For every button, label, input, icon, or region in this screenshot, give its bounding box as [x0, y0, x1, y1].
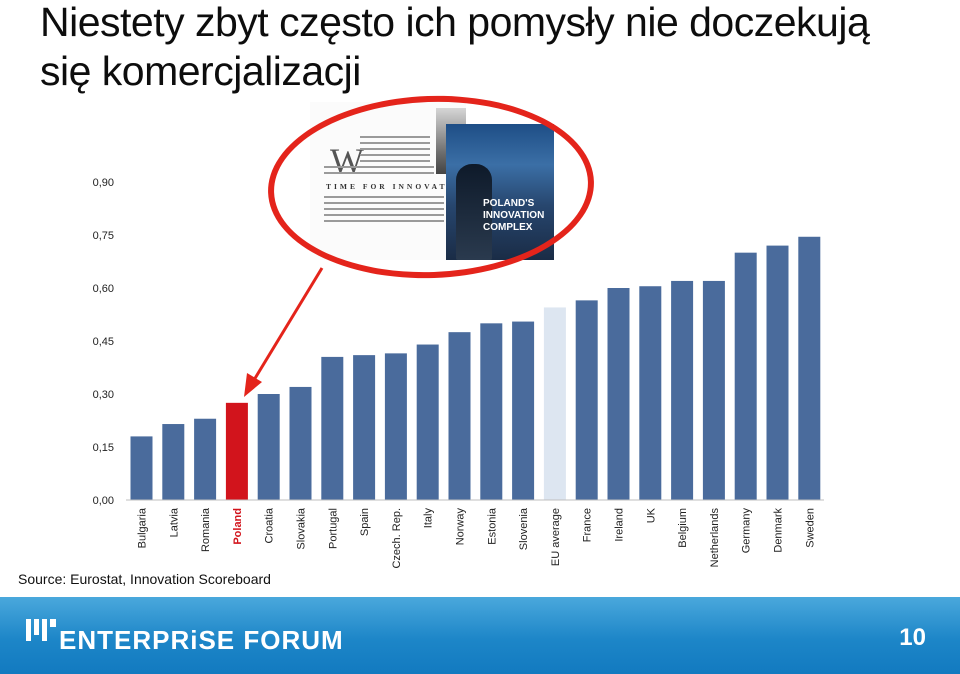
bar-croatia	[257, 394, 280, 500]
x-tick-label: Germany	[741, 508, 753, 554]
bar-chart: 0,00 0,15 0,30 0,45 0,60 0,75 0,90 Bulgaria Lat…	[93, 177, 824, 569]
x-tick-label: Latvia	[168, 507, 180, 537]
page-number: 10	[899, 624, 926, 651]
x-tick-label: Belgium	[677, 508, 689, 548]
bar-spain	[353, 355, 376, 500]
y-tick-label: 0,30	[93, 389, 114, 401]
x-tick-label: Sweden	[804, 508, 816, 548]
x-tick-label: EU average	[550, 508, 562, 566]
bar-italy	[416, 344, 439, 500]
x-tick-label: Denmark	[773, 508, 785, 553]
footer-bar: ENTERPRiSE FORUM 10	[0, 597, 960, 674]
x-tick-label: Italy	[423, 508, 435, 529]
bar-romania	[194, 418, 217, 500]
x-tick-label: Slovakia	[296, 507, 308, 549]
bar-uk	[639, 286, 662, 500]
bar-netherlands	[702, 280, 725, 500]
article-headline: TIME FOR INNOVATION	[326, 182, 471, 191]
bar-estonia	[480, 323, 503, 500]
person-silhouette	[456, 164, 492, 260]
slide-title: Niestety zbyt często ich pomysły nie doc…	[40, 0, 870, 94]
x-tick-label: Estonia	[486, 507, 498, 545]
y-tick-label: 0,45	[93, 336, 114, 348]
bar-latvia	[162, 424, 185, 500]
article-clipping: W TIME FOR INNOVATION POLAND'S INNOVATIO…	[264, 90, 598, 284]
x-axis-labels: Bulgaria Latvia Romania Poland Croatia Slovak…	[137, 507, 817, 568]
x-tick-label: Slovenia	[518, 507, 530, 550]
bars	[130, 236, 821, 500]
bar-slovakia	[289, 386, 312, 500]
y-tick-label: 0,15	[93, 442, 114, 454]
y-tick-label: 0,00	[93, 495, 114, 507]
x-tick-label: Netherlands	[709, 508, 721, 568]
bar-norway	[448, 332, 471, 500]
bar-sweden	[798, 236, 821, 500]
footer-logo-text: ENTERPRiSE FORUM	[59, 625, 344, 655]
bar-bulgaria	[130, 436, 153, 500]
article-initial: W	[330, 141, 364, 181]
bar-czech-rep	[384, 353, 407, 500]
bar-eu-average	[543, 307, 566, 500]
cover-title: POLAND'S INNOVATION COMPLEX	[483, 198, 545, 233]
bar-slovenia	[512, 321, 535, 500]
mit-logo-icon	[26, 619, 56, 641]
magazine-cover: POLAND'S INNOVATION COMPLEX	[446, 124, 554, 260]
y-tick-label: 0,60	[93, 283, 114, 295]
source-note: Source: Eurostat, Innovation Scoreboard	[18, 571, 271, 587]
x-tick-label: Bulgaria	[137, 507, 149, 548]
x-tick-label: Croatia	[264, 507, 276, 543]
x-tick-label: Ireland	[614, 508, 626, 542]
x-tick-label: Spain	[359, 508, 371, 536]
x-tick-label: Czech. Rep.	[391, 508, 403, 569]
article-page: W TIME FOR INNOVATION	[310, 102, 468, 260]
bar-denmark	[766, 245, 789, 500]
x-tick-label: Romania	[200, 507, 212, 552]
y-axis: 0,00 0,15 0,30 0,45 0,60 0,75 0,90	[93, 177, 114, 507]
bar-belgium	[671, 280, 694, 500]
x-tick-label: Norway	[455, 508, 467, 546]
bar-poland	[225, 402, 248, 500]
x-tick-label: Portugal	[327, 508, 339, 549]
bar-france	[575, 300, 598, 500]
y-tick-label: 0,90	[93, 177, 114, 189]
x-tick-label: Poland	[232, 508, 244, 545]
x-tick-label: UK	[645, 507, 657, 523]
bar-germany	[734, 252, 757, 500]
arrow	[244, 267, 324, 397]
y-tick-label: 0,75	[93, 230, 114, 242]
x-tick-label: France	[582, 508, 594, 542]
bar-portugal	[321, 356, 344, 500]
bar-ireland	[607, 288, 630, 500]
